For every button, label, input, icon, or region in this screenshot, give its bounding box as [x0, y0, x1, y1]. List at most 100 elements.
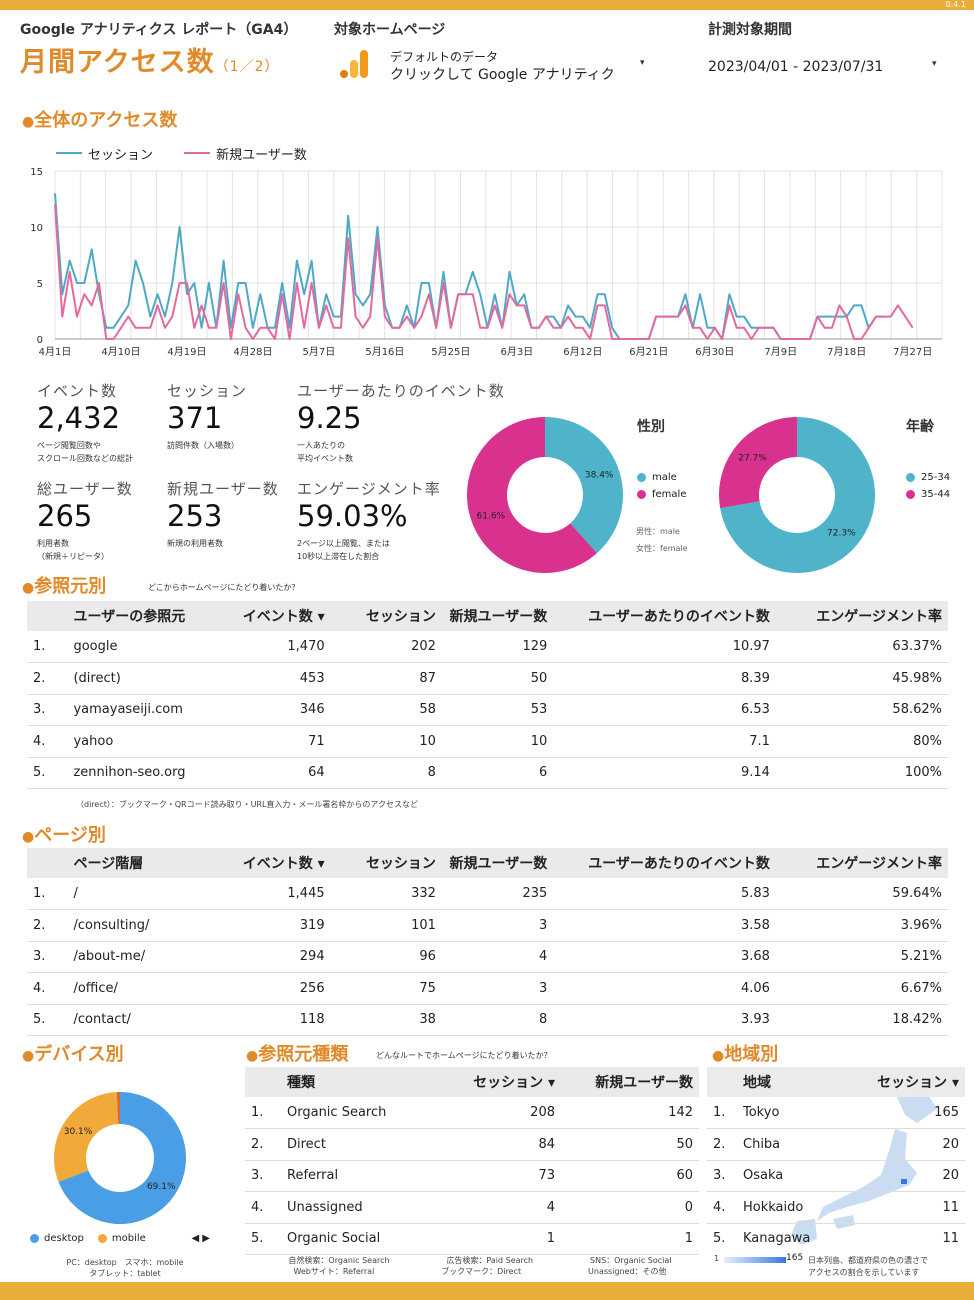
- kpi-label: 新規ユーザー数: [167, 480, 279, 498]
- x-tick-label: 6月21日: [629, 346, 668, 358]
- column-header[interactable]: 新規ユーザー数: [441, 601, 554, 631]
- row-rank: 5.: [27, 1004, 68, 1036]
- page-title-text-2: ページ別: [34, 825, 106, 846]
- table-row[interactable]: 5. Organic Social 1 1: [245, 1223, 699, 1255]
- table-cell: 3.96%: [775, 909, 948, 942]
- column-header[interactable]: イベント数 ▾: [219, 848, 331, 878]
- column-header[interactable]: 地域: [737, 1067, 847, 1097]
- table-row[interactable]: 2. Chiba 20: [707, 1128, 965, 1161]
- y-tick-label: 15: [30, 167, 43, 178]
- x-tick-label: 6月3日: [500, 346, 533, 358]
- table-row[interactable]: 1. Tokyo 165: [707, 1097, 965, 1129]
- y-tick-label: 5: [37, 279, 43, 290]
- legend-age-35-44[interactable]: 35-44: [906, 489, 950, 500]
- table-cell: 59.64%: [775, 878, 948, 910]
- table-cell: 5.83: [553, 878, 776, 910]
- row-rank: 2.: [707, 1128, 737, 1161]
- table-cell: Hokkaido: [737, 1191, 847, 1224]
- kpi-value: 2,432: [37, 401, 121, 435]
- column-header[interactable]: 種類: [281, 1067, 421, 1097]
- table-cell: 8: [441, 1004, 554, 1036]
- table-row[interactable]: 5. Kanagawa 11: [707, 1223, 965, 1252]
- table-cell: 165: [847, 1097, 965, 1129]
- table-row[interactable]: 1. google 1,470 202 129 10.97 63.37%: [27, 631, 948, 663]
- legend-male[interactable]: male: [637, 472, 686, 483]
- column-header[interactable]: ユーザーあたりのイベント数: [553, 848, 776, 878]
- line-chart: 0 5 10 15 4月1日 4月10日 4月19日 4月28日 5月7日 5月16日 5月25日 6…: [30, 167, 943, 358]
- table-cell: 3.93: [553, 1004, 776, 1036]
- column-header[interactable]: エンゲージメント率: [775, 848, 948, 878]
- table-row[interactable]: 4. yahoo 71 10 10 7.1 80%: [27, 725, 948, 758]
- table-row[interactable]: 5. zennihon-seo.org 64 8 6 9.14 100%: [27, 757, 948, 789]
- column-header[interactable]: ユーザーの参照元: [67, 601, 220, 631]
- property-line-1: デフォルトのデータ: [390, 50, 499, 64]
- x-tick-label: 4月1日: [39, 346, 72, 358]
- table-cell: 101: [330, 909, 442, 942]
- page-section-title: ●ページ別: [22, 825, 106, 846]
- y-tick-label: 10: [30, 223, 43, 234]
- gender-note-female: 女性：female: [636, 544, 688, 553]
- pie-slice[interactable]: [545, 417, 623, 554]
- table-row[interactable]: 4. Unassigned 4 0: [245, 1191, 699, 1224]
- table-row[interactable]: 5./contact/118 38 8 3.93 18.42%: [27, 1004, 948, 1036]
- row-rank: 2.: [245, 1128, 281, 1161]
- table-row[interactable]: 3./about-me/294 96 4 3.68 5.21%: [27, 941, 948, 973]
- column-header[interactable]: 新規ユーザー数: [441, 848, 554, 878]
- table-cell: 8.39: [553, 662, 776, 695]
- table-cell: 50: [561, 1128, 699, 1161]
- row-rank: 3.: [707, 1160, 737, 1192]
- table-cell: 4: [421, 1191, 561, 1224]
- legend-female[interactable]: female: [637, 489, 686, 500]
- table-row[interactable]: 1. Organic Search 208 142: [245, 1097, 699, 1129]
- row-rank: 3.: [27, 694, 68, 726]
- column-header[interactable]: ユーザーあたりのイベント数: [553, 601, 776, 631]
- table-cell: 1,470: [219, 631, 331, 663]
- region-scale-max: 165: [786, 1253, 804, 1263]
- row-rank: 1.: [27, 631, 68, 663]
- pie-slice[interactable]: [719, 417, 797, 509]
- column-header[interactable]: セッション: [330, 848, 442, 878]
- table-row[interactable]: 2. (direct) 453 87 50 8.39 45.98%: [27, 662, 948, 695]
- device-note-2: タブレット：tablet: [89, 1269, 161, 1278]
- pie-slice[interactable]: [116, 1092, 120, 1125]
- table-cell: 75: [330, 972, 442, 1005]
- table-row[interactable]: 4./office/256 75 3 4.06 6.67%: [27, 972, 948, 1005]
- region-panel: 地域 セッション ▾ 1. Tokyo 165 2. Chiba 20 3. Osaka 20 4. H…: [707, 1067, 965, 1252]
- column-header[interactable]: イベント数 ▾: [219, 601, 331, 631]
- legend-age-25-34[interactable]: 25-34: [906, 472, 950, 483]
- legend-sessions[interactable]: セッション: [56, 144, 153, 163]
- top-bar: 0.4.1: [0, 0, 974, 10]
- column-header[interactable]: エンゲージメント率: [775, 601, 948, 631]
- table-header-row: ページ階層 イベント数 ▾ セッション 新規ユーザー数 ユーザーあたりのイベント数 エンゲ…: [27, 848, 948, 878]
- row-rank: 4.: [27, 972, 68, 1005]
- legend-new-users[interactable]: 新規ユーザー数: [184, 144, 307, 163]
- table-cell: 3.68: [553, 941, 776, 973]
- column-header[interactable]: セッション ▾: [421, 1067, 561, 1097]
- legend-desktop-label[interactable]: desktop: [44, 1233, 84, 1244]
- region-scale-min: 1: [714, 1254, 720, 1263]
- table-row[interactable]: 2./consulting/319 101 3 3.58 3.96%: [27, 909, 948, 942]
- legend-pager[interactable]: ◀ ▶: [191, 1233, 210, 1244]
- table-cell: 453: [219, 662, 331, 695]
- column-header[interactable]: ページ階層: [67, 848, 220, 878]
- table-row[interactable]: 3. Referral 73 60: [245, 1160, 699, 1192]
- table-row[interactable]: 2. Direct 84 50: [245, 1128, 699, 1161]
- column-header[interactable]: セッション: [330, 601, 442, 631]
- column-header[interactable]: 新規ユーザー数: [561, 1067, 699, 1097]
- table-row[interactable]: 3. yamayaseiji.com 346 58 53 6.53 58.62%: [27, 694, 948, 726]
- table-row[interactable]: 1./1,445 332 235 5.83 59.64%: [27, 878, 948, 910]
- kpi-card: セッション 371 訪問件数（入場数）: [167, 380, 247, 452]
- pie-slice[interactable]: [720, 417, 875, 573]
- legend-mobile-label[interactable]: mobile: [111, 1233, 146, 1244]
- pie-slice[interactable]: [53, 1092, 119, 1182]
- table-cell: 50: [441, 662, 554, 695]
- table-row[interactable]: 3. Osaka 20: [707, 1160, 965, 1192]
- column-header[interactable]: セッション ▾: [847, 1067, 965, 1097]
- pie-slice[interactable]: [58, 1092, 186, 1224]
- property-selector[interactable]: デフォルトのデータ クリックして Google アナリティク ▾: [340, 48, 660, 84]
- pie-slice[interactable]: [467, 417, 597, 573]
- table-row[interactable]: 4. Hokkaido 11: [707, 1191, 965, 1224]
- kpi-note-2: （新規＋リピータ）: [37, 552, 109, 561]
- date-range-selector[interactable]: 2023/04/01 - 2023/07/31 ▾: [708, 56, 948, 78]
- table-cell: 10: [330, 725, 442, 758]
